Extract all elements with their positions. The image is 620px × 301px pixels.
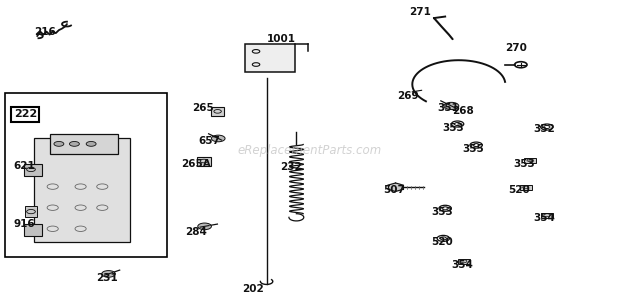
Text: 232: 232 xyxy=(280,162,302,172)
Text: 265A: 265A xyxy=(181,159,211,169)
Text: 353: 353 xyxy=(443,123,464,133)
Text: 271: 271 xyxy=(409,7,431,17)
Bar xyxy=(24,164,42,176)
Text: 520: 520 xyxy=(508,185,530,195)
Text: 353: 353 xyxy=(513,159,535,169)
Circle shape xyxy=(102,271,115,277)
Text: 269: 269 xyxy=(397,91,419,101)
Circle shape xyxy=(54,141,64,146)
Circle shape xyxy=(198,223,211,230)
Text: eReplacementParts.com: eReplacementParts.com xyxy=(238,144,382,157)
Text: 265: 265 xyxy=(192,103,214,113)
Text: 355: 355 xyxy=(462,144,484,154)
Text: 284: 284 xyxy=(185,227,206,237)
Text: 216: 216 xyxy=(34,26,56,37)
Circle shape xyxy=(86,141,96,146)
Text: 222: 222 xyxy=(14,109,37,119)
Text: 916: 916 xyxy=(14,219,35,229)
Text: 1001: 1001 xyxy=(267,34,296,44)
Text: 351: 351 xyxy=(437,103,459,113)
Text: 520: 520 xyxy=(431,237,453,247)
Bar xyxy=(50,134,118,154)
Text: 507: 507 xyxy=(383,185,405,195)
Text: 657: 657 xyxy=(198,136,220,147)
Bar xyxy=(5,93,167,257)
Bar xyxy=(458,259,470,264)
Bar xyxy=(524,158,536,163)
Bar xyxy=(24,224,42,236)
Text: 202: 202 xyxy=(242,284,264,294)
Text: 268: 268 xyxy=(453,106,474,116)
Circle shape xyxy=(69,141,79,146)
Text: 354: 354 xyxy=(533,213,555,223)
Polygon shape xyxy=(388,183,403,191)
Text: 231: 231 xyxy=(96,273,118,284)
Circle shape xyxy=(444,102,459,110)
Text: 354: 354 xyxy=(451,260,473,270)
Bar xyxy=(25,164,37,175)
Circle shape xyxy=(211,135,225,142)
Text: 353: 353 xyxy=(431,207,453,217)
Bar xyxy=(520,185,532,190)
Bar xyxy=(25,206,37,217)
Bar xyxy=(197,157,211,166)
Text: 352: 352 xyxy=(533,124,555,135)
Bar xyxy=(245,44,294,72)
Bar xyxy=(211,107,224,116)
Bar xyxy=(541,213,553,218)
Text: 621: 621 xyxy=(14,160,35,171)
Bar xyxy=(34,138,130,242)
Text: 270: 270 xyxy=(505,43,527,53)
